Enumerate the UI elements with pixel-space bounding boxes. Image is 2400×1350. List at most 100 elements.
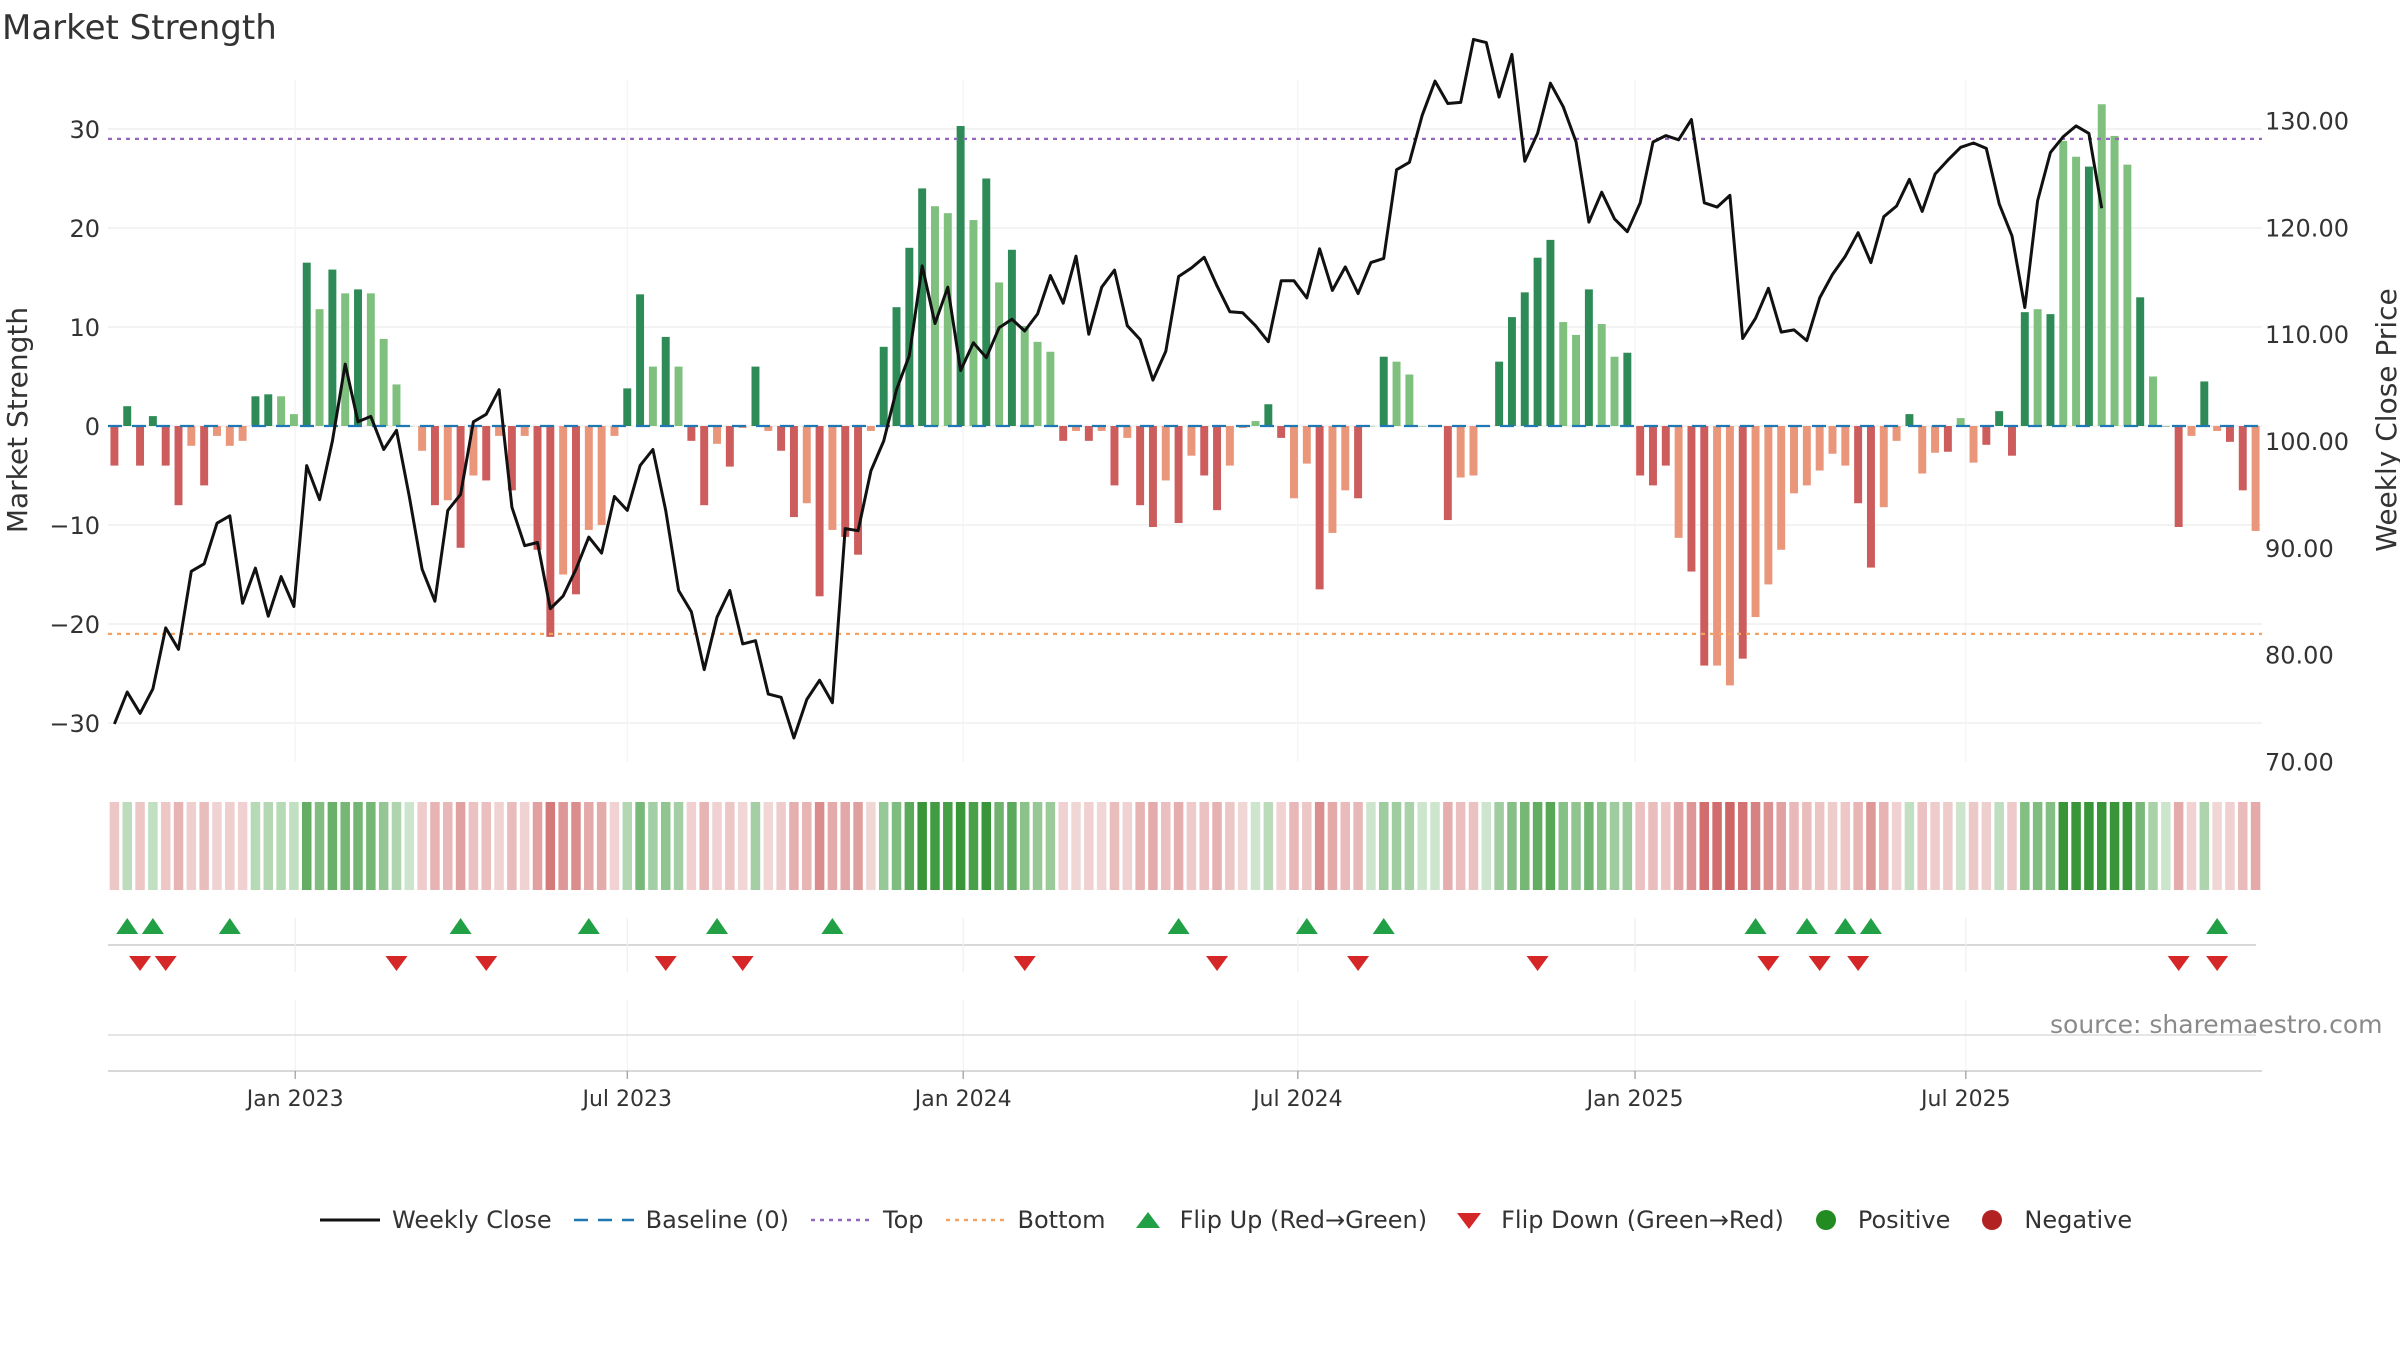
chart-title: Market Strength [2,8,277,48]
strength-bar [1610,356,1619,426]
heat-cell [1699,802,1710,890]
heat-cell [340,802,350,890]
strength-bar [1495,361,1504,426]
heat-cell [1378,802,1389,890]
heat-cell [468,802,479,890]
strength-bar [892,307,901,426]
heat-cell [917,802,927,890]
strength-bar [1161,426,1170,481]
heat-cell [943,802,953,890]
heat-cell [1737,802,1748,890]
heat-cell [1353,802,1363,890]
heat-cell [1866,802,1876,890]
heat-cell [366,802,376,890]
strength-bar [828,426,837,530]
y-tick-label-right: 70.00 [2265,748,2334,776]
strength-bar [584,426,593,530]
heat-cell [1545,802,1556,890]
heat-cell [1750,802,1761,890]
heat-cell [1532,802,1543,890]
weekly-close-line [113,37,2104,740]
strength-bar [1597,324,1606,426]
heat-cell [1173,802,1184,890]
heat-cell [1481,802,1492,890]
heat-cell [173,802,184,890]
heat-cell [2007,802,2017,890]
legend-label: Positive [1857,1206,1951,1234]
heat-cell [891,802,902,890]
heat-cell [2238,802,2248,890]
heat-cell [776,802,786,890]
strength-bar [1738,426,1747,659]
strength-bar [302,262,311,426]
strength-bar [1405,374,1414,426]
heat-cell [122,802,132,890]
strength-bar [1854,426,1863,504]
y-tick-label-left: −30 [49,710,100,738]
strength-bar [366,293,375,426]
heat-cell [827,802,838,890]
heat-cell [1955,802,1966,890]
y-tick-label-right: 80.00 [2265,642,2334,670]
heat-cell [609,802,620,890]
strength-bar [2072,156,2081,426]
heat-cell [430,802,440,890]
heat-cell [1468,802,1479,890]
strength-bar [1815,426,1824,471]
strength-bar [354,289,362,426]
heat-cell [930,802,940,890]
heat-cell [635,802,645,890]
strength-bar [251,396,260,426]
flip-down-marker [154,956,177,971]
heat-cell [237,802,248,890]
heat-cell [1071,802,1081,890]
strength-bar [315,309,324,426]
heat-cell [2161,802,2171,890]
heat-cell [1225,802,1235,890]
strength-bar [1290,426,1298,499]
heat-cell [263,802,274,890]
heat-cell [225,802,235,890]
strength-bar [700,426,709,506]
flip-down-marker [1526,956,1549,971]
strength-bar [443,426,452,501]
strength-bar [1174,426,1183,524]
strength-bar [1572,334,1581,426]
heat-cell [1725,802,1735,890]
flip-down-marker [2167,956,2190,971]
heat-cell [148,802,158,890]
strength-bar [1264,404,1273,426]
heat-cell [1763,802,1774,890]
heat-cell [1596,802,1607,890]
heat-cell [250,802,261,890]
heat-cell [648,802,658,890]
strength-bar [623,388,632,426]
heat-cell [1802,802,1812,890]
heat-cell [596,802,607,890]
strength-bar [238,426,247,441]
strength-bar [328,269,337,426]
heat-cell [1019,802,1030,890]
strength-bar [1341,426,1350,491]
legend-dotted-swatch-icon [811,1218,872,1222]
strength-bar [905,247,914,426]
heat-cell [1673,802,1684,890]
strength-bar [533,426,542,550]
heat-cell [1109,802,1120,890]
strength-bar [110,426,119,466]
heat-cell [2045,802,2056,890]
heat-cell [1981,802,1992,890]
legend-label: Top [883,1206,924,1234]
heat-cell [494,802,504,890]
heat-cell [686,802,697,890]
heat-cell [2096,802,2107,890]
heat-cell [853,802,863,890]
strength-bar [1046,351,1055,426]
heat-cell [1686,802,1697,890]
heat-cell [1430,802,1440,890]
strength-bar [1790,426,1798,494]
heat-cell [1879,802,1889,890]
strength-bar [1520,292,1529,426]
flip-down-marker [1206,956,1229,971]
heat-cell [212,802,222,890]
